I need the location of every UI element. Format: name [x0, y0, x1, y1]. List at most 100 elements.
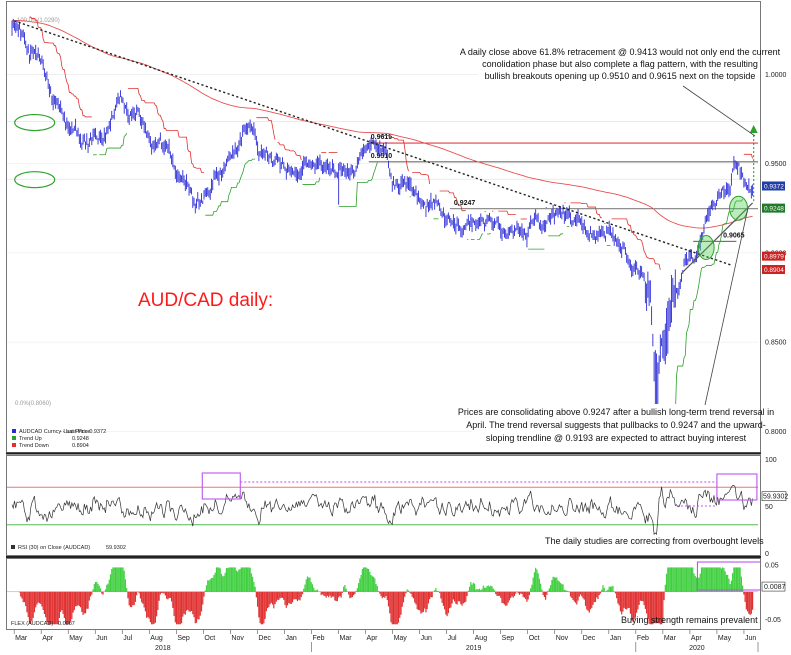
price-y-tick: 0.8000	[765, 429, 787, 436]
flow-current-value: 0.0087	[764, 584, 786, 591]
rsi-panel-frame	[6, 455, 761, 556]
x-month-label: Apr	[367, 635, 379, 642]
annotation-top-line3: bullish breakouts opening up 0.9510 and …	[485, 71, 756, 81]
trend-down-line	[277, 142, 302, 161]
legend-price-value: - Last Price 0.9372	[60, 429, 106, 435]
ellipse-left-1	[14, 113, 56, 132]
rsi-legend-value: 59.9302	[106, 545, 126, 551]
rsi-legend-label: RSI (30) on Close (AUDCAD)	[18, 545, 90, 551]
target-arrow-head	[749, 124, 758, 133]
x-month-label: Feb	[637, 635, 649, 642]
rsi-line	[7, 472, 758, 535]
flow-highlight-box	[696, 561, 760, 591]
chart-title: AUD/CAD daily:	[138, 290, 273, 311]
x-month-label: Apr	[691, 635, 703, 642]
trend-down-line	[378, 135, 409, 172]
rsi-y-tick: 100	[765, 457, 777, 464]
long-moving-average	[11, 20, 753, 229]
x-year-label: 2018	[155, 645, 171, 652]
rsi-legend: RSI (30) on Close (AUDCAD) 59.9302	[11, 545, 126, 551]
trend-up-line	[548, 233, 564, 237]
level-label-0.9247: 0.9247	[454, 200, 476, 207]
x-month-label: Dec	[583, 635, 596, 642]
trend-up-line	[338, 162, 378, 207]
flow-y-axis: 0.05 -0.05 0.0087	[761, 563, 786, 624]
flow-y-tick: -0.05	[765, 617, 781, 624]
price-badge-bg	[762, 251, 785, 261]
price-badge-bg	[762, 181, 785, 191]
rsi-current-value: 59.9302	[763, 494, 788, 501]
x-year-label: 2020	[689, 645, 705, 652]
trend-down-line	[439, 190, 466, 212]
x-month-label: May	[394, 635, 408, 642]
x-month-label: Mar	[340, 635, 353, 642]
key-levels: 0.9615 0.9510 0.9247 0.9065	[368, 134, 758, 242]
trend-up-line	[99, 133, 128, 156]
trend-down-line	[498, 210, 516, 215]
trend-up-line	[302, 177, 321, 185]
annotation-bottom: Prices are consolidating above 0.9247 af…	[458, 404, 774, 448]
legend-trendup-value: 0.9248	[72, 436, 89, 442]
x-month-label: Aug	[150, 635, 163, 642]
flow-legend-value: 0.0087	[58, 621, 75, 627]
annotation-top-line2: conolidation phase but also complete a f…	[482, 59, 758, 69]
price-bars	[11, 18, 754, 421]
x-month-label: May	[718, 635, 732, 642]
flow-annotation: Buying strength remains prevalent	[621, 615, 758, 625]
rsi-annotation: The daily studies are correcting from ov…	[545, 536, 764, 546]
x-month-label: Oct	[529, 635, 540, 642]
legend-price: AUDCAD Curncy - Last Price	[19, 429, 91, 435]
x-month-label: Jun	[96, 635, 107, 642]
x-month-label: Jun	[745, 635, 756, 642]
trend-up-line	[487, 232, 491, 235]
price-badge-0.9372: 0.9372	[764, 183, 784, 190]
flow-current-badge	[761, 581, 786, 592]
trend-down-line	[127, 88, 205, 173]
ellipse-left-2	[14, 171, 56, 189]
price-badge-0.9248: 0.9248	[764, 206, 784, 213]
annotation-top-line1: A daily close above 61.8% retracement @ …	[460, 47, 781, 57]
rsi-highlight-box-2	[716, 473, 758, 501]
trend-down-line	[412, 171, 431, 184]
rsi-y-tick: 50	[765, 504, 773, 511]
price-badges: 0.9372 0.9248 0.8979 0.8904	[762, 181, 785, 275]
trend-up-line	[477, 233, 484, 240]
price-y-tick: 0.9500	[765, 161, 787, 168]
x-month-label: Oct	[204, 635, 215, 642]
rsi-series-line	[11, 485, 753, 535]
x-month-label: May	[69, 635, 83, 642]
breakout-circle	[697, 235, 715, 261]
x-month-label: Jul	[123, 635, 132, 642]
price-badge-0.8904: 0.8904	[764, 267, 784, 274]
x-month-label: Apr	[42, 635, 54, 642]
price-y-tick: 0.8500	[765, 340, 787, 347]
uptrend-line	[681, 202, 754, 273]
x-month-label: Sep	[502, 635, 515, 642]
legend-trenddown-value: 0.8904	[72, 443, 89, 449]
level-label-0.9615: 0.9615	[371, 134, 393, 141]
x-month-label: Nov	[556, 635, 569, 642]
rsi-highlight-box-1	[201, 472, 241, 500]
x-month-label: Sep	[177, 635, 190, 642]
x-month-label: Dec	[258, 635, 271, 642]
price-badge-bg	[762, 265, 785, 275]
annotation-bottom-line1: Prices are consolidating above 0.9247 af…	[458, 407, 774, 417]
price-y-tick: 1.0000	[765, 72, 787, 79]
legend-trenddown: Trend Down	[19, 443, 49, 449]
price-badge-0.8979: 0.8979	[764, 254, 784, 261]
trend-down-line	[611, 218, 661, 270]
x-month-label: Mar	[664, 635, 677, 642]
trendlines	[13, 20, 758, 273]
ghost-label-top: 100.0%(1.0290)	[17, 18, 60, 24]
annotation-top: A daily close above 61.8% retracement @ …	[460, 44, 781, 86]
annotation-bottom-line2: April. The trend reversal suggests that …	[466, 420, 766, 430]
flag-circle	[729, 195, 749, 221]
trend-down-line	[256, 117, 276, 140]
level-label-0.9065: 0.9065	[723, 232, 745, 239]
rsi-y-tick: 0	[765, 551, 769, 558]
rsi-y-axis: 0 50 100 59.9302	[761, 457, 788, 558]
level-label-0.9510: 0.9510	[371, 153, 393, 160]
rsi-current-badge	[761, 491, 787, 501]
x-month-label: Jan	[285, 635, 296, 642]
